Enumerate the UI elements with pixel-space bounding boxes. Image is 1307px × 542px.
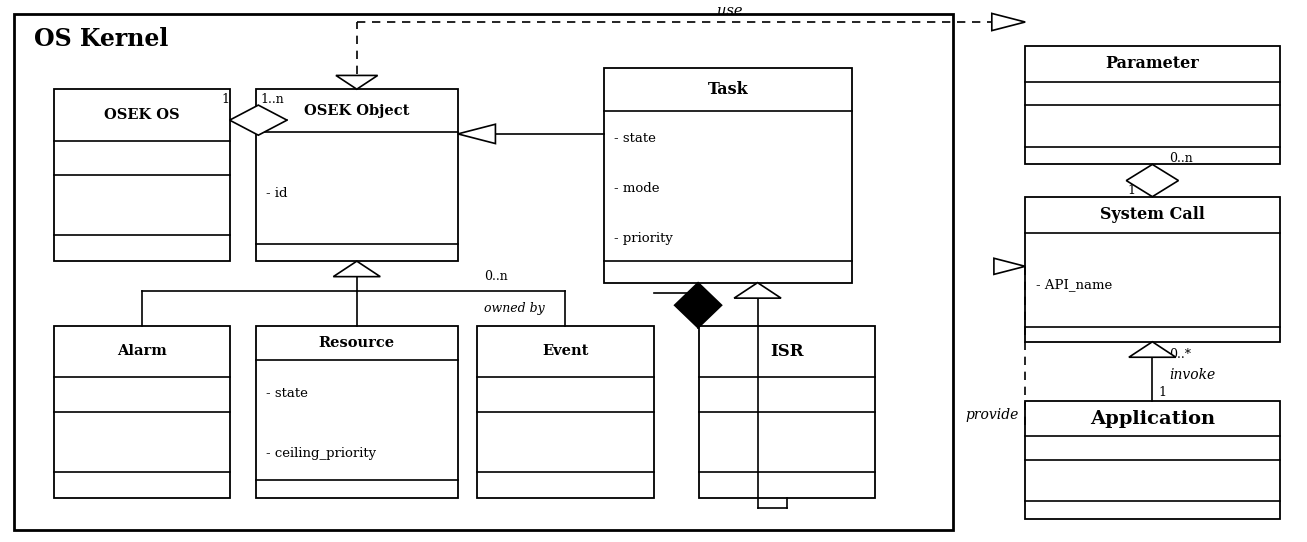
Bar bbox=[1025, 197, 1280, 342]
Polygon shape bbox=[230, 105, 288, 135]
Bar bbox=[604, 68, 852, 283]
Polygon shape bbox=[333, 261, 380, 276]
Bar bbox=[256, 89, 457, 261]
Bar bbox=[256, 326, 457, 498]
Bar bbox=[1025, 401, 1280, 519]
Bar bbox=[477, 326, 654, 498]
Text: Alarm: Alarm bbox=[116, 345, 166, 358]
Text: OSEK OS: OSEK OS bbox=[103, 108, 179, 122]
Text: 0..n: 0..n bbox=[484, 270, 507, 283]
Bar bbox=[14, 14, 954, 530]
Polygon shape bbox=[993, 258, 1025, 274]
Bar bbox=[1025, 46, 1280, 164]
Polygon shape bbox=[1129, 342, 1176, 357]
Text: - API_name: - API_name bbox=[1035, 279, 1112, 291]
Polygon shape bbox=[674, 283, 721, 328]
Text: - mode: - mode bbox=[614, 182, 660, 195]
Text: OS Kernel: OS Kernel bbox=[34, 28, 169, 51]
Text: 1: 1 bbox=[1128, 184, 1136, 197]
Polygon shape bbox=[992, 14, 1025, 30]
Text: Event: Event bbox=[542, 345, 588, 358]
Text: - state: - state bbox=[614, 132, 656, 145]
Text: ISR: ISR bbox=[770, 343, 804, 360]
Polygon shape bbox=[336, 75, 378, 89]
Polygon shape bbox=[1127, 164, 1179, 197]
Text: Application: Application bbox=[1090, 410, 1216, 428]
Text: 1: 1 bbox=[1159, 385, 1167, 398]
Text: - ceiling_priority: - ceiling_priority bbox=[267, 447, 376, 460]
Text: - state: - state bbox=[267, 386, 308, 399]
Bar bbox=[699, 326, 876, 498]
Text: Task: Task bbox=[707, 81, 748, 98]
Text: - priority: - priority bbox=[614, 232, 673, 245]
Text: 1: 1 bbox=[222, 93, 230, 106]
Text: System Call: System Call bbox=[1100, 207, 1205, 223]
Text: 1..n: 1..n bbox=[261, 93, 285, 106]
Text: use: use bbox=[718, 4, 742, 18]
Bar bbox=[54, 326, 230, 498]
Text: 0..*: 0..* bbox=[1170, 348, 1191, 361]
Text: OSEK Object: OSEK Object bbox=[305, 104, 409, 118]
Text: - id: - id bbox=[267, 187, 288, 200]
Text: provide: provide bbox=[966, 408, 1018, 422]
Polygon shape bbox=[457, 124, 495, 144]
Text: owned by: owned by bbox=[484, 302, 545, 315]
Polygon shape bbox=[735, 283, 782, 298]
Bar bbox=[54, 89, 230, 261]
Text: Parameter: Parameter bbox=[1106, 55, 1200, 73]
Text: Resource: Resource bbox=[319, 336, 395, 350]
Text: 0..n: 0..n bbox=[1170, 152, 1193, 165]
Text: invoke: invoke bbox=[1170, 369, 1216, 383]
